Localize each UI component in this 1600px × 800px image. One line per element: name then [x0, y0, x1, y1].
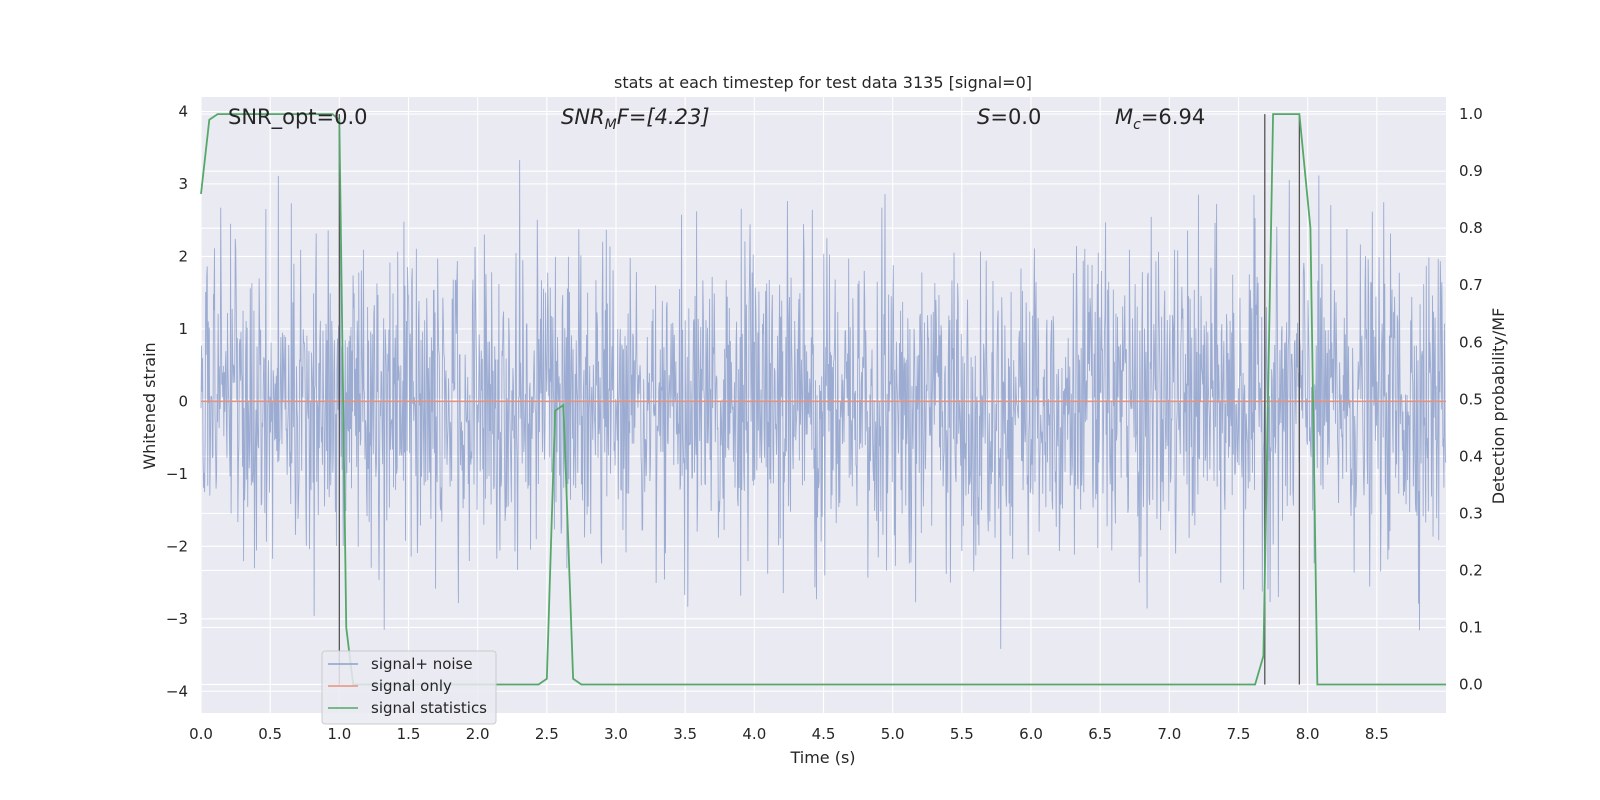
y-tick-label-6: −2	[166, 537, 188, 555]
x-tick-labels: 0.0 0.5 1.0 1.5 2.0 2.5 3.0 3.5 4.0 4.5 5.0 5.5 6.0 6…	[189, 725, 1389, 743]
y2-tick-label-7: 0.3	[1459, 504, 1483, 522]
x-tick-label-14: 7.0	[1157, 725, 1181, 743]
y-tick-label-7: −3	[166, 610, 188, 628]
x-tick-label-1: 0.5	[258, 725, 282, 743]
mc-subscript: c	[1133, 117, 1141, 133]
annotation-s: S=0.0	[977, 105, 1041, 129]
y-tick-label-3: 1	[178, 320, 188, 338]
y-tick-label-5: −1	[166, 465, 188, 483]
y-tick-label-8: −4	[166, 682, 188, 700]
x-tick-label-15: 7.5	[1227, 725, 1251, 743]
x-tick-label-6: 3.0	[604, 725, 628, 743]
y2-tick-label-8: 0.2	[1459, 561, 1483, 579]
y2-tick-label-10: 0.0	[1459, 675, 1483, 693]
y-tick-labels: 4 3 2 1 0 −1 −2 −3 −4	[166, 102, 188, 700]
mc-value: =6.94	[1141, 105, 1205, 129]
y2-tick-label-5: 0.5	[1459, 390, 1483, 408]
x-tick-label-0: 0.0	[189, 725, 213, 743]
snr-mf-value: F=[4.23]	[617, 105, 710, 129]
x-tick-label-11: 5.5	[950, 725, 974, 743]
y-tick-label-4: 0	[178, 392, 188, 410]
x-tick-label-9: 4.5	[812, 725, 836, 743]
y2-tick-label-9: 0.1	[1459, 618, 1483, 636]
y2-tick-label-3: 0.7	[1459, 276, 1483, 294]
x-tick-label-12: 6.0	[1019, 725, 1043, 743]
x-tick-label-8: 4.0	[742, 725, 766, 743]
y-tick-label-1: 3	[178, 175, 188, 193]
x-tick-label-17: 8.5	[1365, 725, 1389, 743]
annotation-mc: Mc=6.94	[1115, 105, 1205, 133]
x-tick-label-16: 8.0	[1296, 725, 1320, 743]
y2-axis-label: Detection probability/MF	[1489, 308, 1508, 505]
signal-statistics-series	[200, 113, 1446, 686]
x-axis-label: Time (s)	[789, 748, 855, 767]
s-value: =0.0	[990, 105, 1041, 129]
x-tick-label-10: 5.0	[881, 725, 905, 743]
legend-label-signal-noise: signal+ noise	[371, 655, 473, 673]
y2-tick-label-6: 0.4	[1459, 447, 1483, 465]
y-tick-label-2: 2	[178, 247, 188, 265]
legend: signal+ noise signal only signal statist…	[321, 650, 497, 725]
mc-symbol: M	[1115, 105, 1133, 129]
y-axis-label: Whitened strain	[140, 342, 159, 469]
y2-tick-labels: 1.0 0.9 0.8 0.7 0.6 0.5 0.4 0.3 0.2 0.1 0.0	[1459, 105, 1483, 693]
legend-label-signal-only: signal only	[371, 677, 452, 695]
legend-box	[321, 650, 497, 725]
y2-tick-label-4: 0.6	[1459, 333, 1483, 351]
annotation-snr-opt: SNR_opt=0.0	[228, 105, 368, 130]
x-tick-label-5: 2.5	[535, 725, 559, 743]
x-tick-label-7: 3.5	[673, 725, 697, 743]
y-tick-label-0: 4	[178, 102, 188, 120]
y2-tick-label-1: 0.9	[1459, 162, 1483, 180]
annotation-snr-mf: SNRMF=[4.23]	[561, 105, 710, 133]
signal-statistics-line	[200, 113, 1446, 686]
snr-mf-subscript: M	[605, 117, 617, 133]
y2-tick-label-2: 0.8	[1459, 219, 1483, 237]
x-tick-label-4: 2.0	[466, 725, 490, 743]
x-tick-label-3: 1.5	[397, 725, 421, 743]
snr-mf-symbol: SNR	[561, 105, 605, 129]
chart-title: stats at each timestep for test data 313…	[614, 73, 1032, 92]
y2-tick-label-0: 1.0	[1459, 105, 1483, 123]
x-tick-label-13: 6.5	[1088, 725, 1112, 743]
x-tick-label-2: 1.0	[327, 725, 351, 743]
s-symbol: S	[977, 105, 990, 129]
legend-label-signal-statistics: signal statistics	[371, 699, 487, 717]
